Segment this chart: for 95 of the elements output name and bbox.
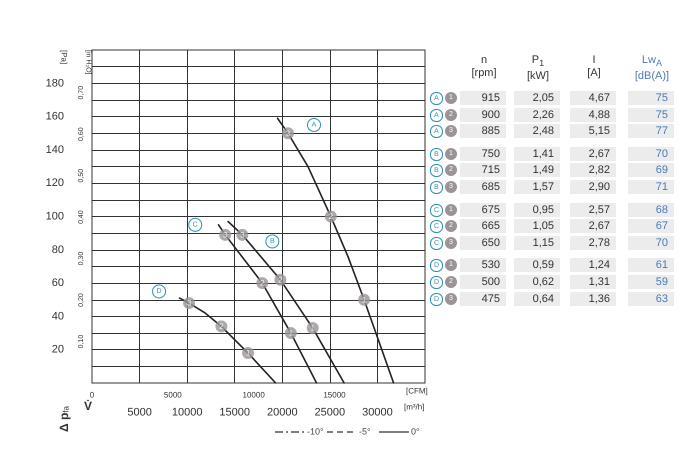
text: 1,24 bbox=[570, 258, 616, 272]
annotation: 1 bbox=[246, 348, 251, 358]
x2-tick-label: 15000 bbox=[323, 390, 346, 400]
text: 900 bbox=[460, 108, 506, 122]
text: 685 bbox=[460, 180, 506, 194]
annotation: 1 bbox=[288, 328, 294, 338]
text: 675 bbox=[460, 202, 506, 217]
y-tick-label: 20 bbox=[52, 344, 64, 356]
text: 0,62 bbox=[514, 275, 560, 289]
text: 475 bbox=[460, 292, 506, 306]
text: V̇ bbox=[84, 399, 92, 413]
text: 70 bbox=[628, 236, 674, 250]
line-series bbox=[276, 117, 394, 384]
x2-tick-label: 10000 bbox=[242, 390, 266, 400]
text: 2,78 bbox=[570, 236, 616, 250]
line-series bbox=[218, 224, 318, 384]
text: 70 bbox=[628, 146, 674, 161]
text: 2,05 bbox=[514, 91, 560, 105]
text: 71 bbox=[628, 180, 674, 194]
y-tick-label: 180 bbox=[46, 77, 64, 90]
text: 885 bbox=[460, 124, 506, 138]
y-axis-title: [Pa] bbox=[60, 50, 68, 64]
text: 665 bbox=[460, 219, 506, 234]
x-tick-label: 20000 bbox=[266, 406, 298, 418]
annotation: 2 bbox=[219, 322, 224, 331]
text: -5° bbox=[359, 426, 371, 436]
line-series bbox=[178, 297, 276, 384]
text: Δ pfa bbox=[57, 405, 71, 432]
text: 1,15 bbox=[514, 236, 560, 250]
text: 715 bbox=[460, 163, 506, 178]
text: 4,88 bbox=[570, 108, 616, 122]
annotation: 2 bbox=[260, 278, 266, 288]
y-tick-label: 140 bbox=[46, 144, 64, 156]
text: 75 bbox=[628, 108, 674, 122]
text: 500 bbox=[460, 275, 506, 289]
text: 75 bbox=[628, 91, 674, 105]
x-tick-label: 10000 bbox=[172, 406, 202, 418]
text: n [rpm] bbox=[470, 54, 498, 80]
text: 2,48 bbox=[514, 124, 560, 138]
text: 63 bbox=[628, 292, 674, 306]
annotation: 3 bbox=[240, 230, 246, 240]
text: 1,41 bbox=[514, 146, 560, 161]
text: 530 bbox=[460, 258, 506, 272]
text: 68 bbox=[628, 202, 674, 217]
text: 915 bbox=[460, 91, 506, 105]
x-tick-label: 5000 bbox=[127, 406, 152, 418]
text: 0° bbox=[411, 426, 420, 436]
annotation: 3 bbox=[222, 230, 228, 240]
annotation: 3 bbox=[186, 298, 192, 308]
text: 59 bbox=[628, 275, 674, 289]
text: 1,57 bbox=[514, 180, 560, 194]
text: 0,64 bbox=[514, 292, 560, 306]
text: I [A] bbox=[586, 54, 602, 80]
x2-tick-label: 5000 bbox=[164, 390, 182, 400]
x-tick-label: 15000 bbox=[219, 406, 250, 418]
text: 2,57 bbox=[570, 202, 616, 217]
text: 0,95 bbox=[514, 202, 560, 217]
text: 1,36 bbox=[570, 292, 616, 306]
text: 77 bbox=[628, 124, 674, 138]
x2-tick-label: 0 bbox=[90, 390, 95, 400]
line-series bbox=[227, 220, 345, 384]
text: 4,67 bbox=[570, 91, 616, 105]
annotation: 2 bbox=[278, 275, 284, 284]
text: 1,31 bbox=[570, 275, 616, 289]
annotation: 2 bbox=[328, 212, 334, 221]
x2-axis-title: [CFM] bbox=[406, 386, 428, 396]
x-tick-label: 25000 bbox=[314, 406, 346, 418]
text: 2,82 bbox=[570, 163, 616, 178]
text: 69 bbox=[628, 163, 674, 178]
y-tick-label: 60 bbox=[52, 277, 64, 290]
text: 2,67 bbox=[570, 146, 616, 161]
text: 1,49 bbox=[514, 163, 560, 178]
y-tick-label: 120 bbox=[46, 177, 64, 190]
annotation: 3 bbox=[286, 128, 291, 138]
text: 1,05 bbox=[514, 219, 560, 234]
annotation: 1 bbox=[310, 324, 316, 333]
text: 2,26 bbox=[514, 108, 560, 122]
text: 2,67 bbox=[570, 219, 616, 234]
text: 0,59 bbox=[514, 258, 560, 272]
annotation: 1 bbox=[362, 295, 367, 304]
y-tick-label: 160 bbox=[46, 110, 64, 123]
x-axis-title: [m³/h] bbox=[404, 402, 424, 412]
y-tick-label: 40 bbox=[52, 310, 64, 322]
text: 750 bbox=[460, 146, 506, 161]
y-tick-label: 100 bbox=[46, 210, 64, 222]
text: 61 bbox=[628, 258, 674, 272]
text: 650 bbox=[460, 236, 506, 250]
x-tick-label: 30000 bbox=[362, 406, 393, 418]
text: 2,90 bbox=[570, 180, 616, 194]
text: 5,15 bbox=[570, 124, 616, 138]
text: Lw$_{A}$ [dB(A)] bbox=[634, 54, 670, 84]
text: P$_{1}$ [kW] bbox=[526, 54, 550, 84]
text: 67 bbox=[628, 219, 674, 234]
y-tick-label: 80 bbox=[52, 244, 64, 256]
text: -10° bbox=[307, 426, 324, 436]
